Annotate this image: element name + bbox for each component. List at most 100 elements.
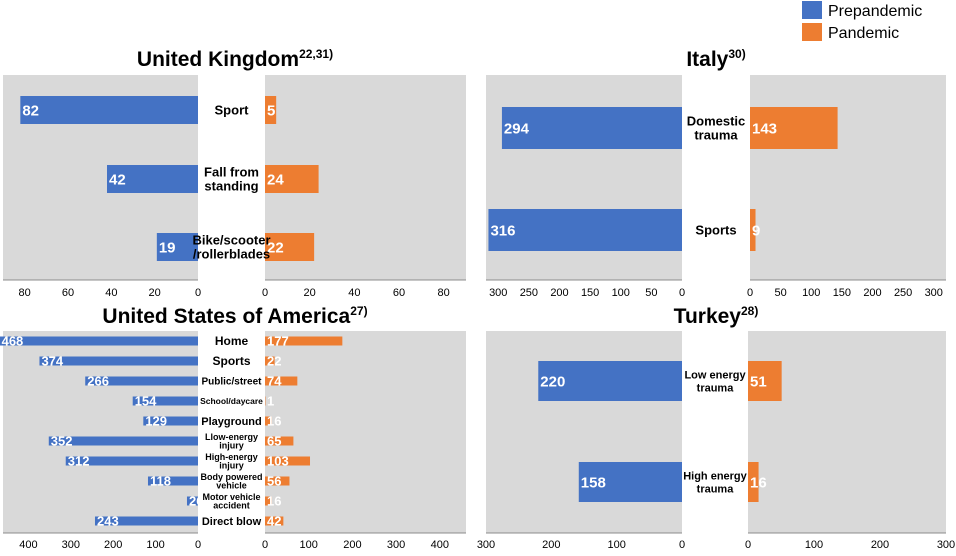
legend: Prepandemic Pandemic (802, 1, 922, 42)
bar-pandemic (265, 376, 298, 386)
data-label-pandemic: 143 (752, 120, 777, 137)
data-label-pandemic: 16 (267, 414, 281, 429)
legend-swatch-pandemic (802, 23, 822, 41)
x-tick-label-left: 0 (195, 287, 201, 299)
data-label-pandemic: 65 (267, 434, 281, 449)
data-label-prepandemic: 220 (540, 373, 565, 390)
x-tick-label-right: 200 (863, 287, 881, 299)
x-tick-label-right: 40 (348, 287, 360, 299)
chart-title: Turkey28) (674, 304, 759, 328)
chart-title: United Kingdom22,31) (137, 47, 333, 71)
data-label-pandemic: 5 (267, 102, 275, 119)
bar-pandemic (750, 209, 756, 251)
data-label-prepandemic: 19 (159, 239, 176, 256)
bar-pandemic (265, 456, 311, 466)
category-label: Public/street (201, 377, 262, 388)
data-label-pandemic: 1 (267, 394, 274, 409)
x-tick-label-right: 100 (802, 287, 820, 299)
category-label: Sports (212, 354, 250, 368)
x-tick-label-left: 200 (550, 287, 568, 299)
data-label-prepandemic: 352 (51, 434, 73, 449)
category-label: High-energy injury (205, 452, 258, 471)
x-tick-label-right: 200 (343, 539, 361, 551)
x-tick-label-right: 80 (438, 287, 450, 299)
category-label: Sports (695, 223, 736, 238)
x-tick-label-left: 20 (149, 287, 161, 299)
bar-pandemic (750, 107, 838, 149)
x-tick-label-left: 80 (19, 287, 31, 299)
bar-pandemic (265, 233, 315, 261)
x-tick-label-left: 400 (19, 539, 37, 551)
data-label-prepandemic: 294 (504, 120, 530, 137)
category-label: School/daycare (200, 396, 263, 406)
x-tick-label-right: 300 (387, 539, 405, 551)
bar-pandemic (748, 462, 759, 502)
x-tick-label-right: 200 (871, 539, 889, 551)
data-label-prepandemic: 129 (145, 414, 167, 429)
data-label-pandemic: 16 (750, 474, 767, 491)
x-tick-label-right: 250 (894, 287, 912, 299)
plot-area-right (750, 75, 946, 280)
x-tick-label-right: 60 (393, 287, 405, 299)
data-label-prepandemic: 266 (87, 374, 109, 389)
legend-label-prepandemic: Prepandemic (828, 3, 922, 20)
x-tick-label-right: 20 (304, 287, 316, 299)
x-tick-label-right: 100 (805, 539, 823, 551)
data-label-prepandemic: 118 (150, 474, 171, 489)
bar-prepandemic (186, 496, 198, 506)
x-tick-label-right: 0 (262, 287, 268, 299)
x-tick-label-left: 100 (146, 539, 164, 551)
bar-pandemic (265, 436, 294, 446)
x-tick-label-left: 300 (477, 539, 495, 551)
category-label: Playground (201, 416, 262, 428)
category-label: Bike/scooter/rollerblades (192, 233, 270, 262)
x-tick-label-right: 100 (300, 539, 318, 551)
bar-prepandemic (501, 107, 682, 149)
bar-pandemic (265, 96, 277, 124)
bar-prepandemic (156, 233, 198, 261)
bar-pandemic (265, 496, 272, 506)
x-tick-label-right: 300 (925, 287, 943, 299)
category-label: Home (215, 334, 249, 348)
bar-pandemic (748, 361, 782, 401)
data-label-prepandemic: 154 (135, 394, 157, 409)
bar-prepandemic (147, 476, 198, 486)
category-label: Sport (215, 103, 250, 118)
category-label: Body powered vehicle (200, 472, 262, 491)
legend-label-pandemic: Pandemic (828, 25, 899, 42)
data-label-prepandemic: 42 (109, 171, 126, 188)
x-tick-label-right: 0 (262, 539, 268, 551)
x-tick-label-right: 300 (937, 539, 955, 551)
x-tick-label-left: 250 (520, 287, 538, 299)
x-tick-label-left: 100 (607, 539, 625, 551)
bar-prepandemic (578, 462, 682, 502)
bar-prepandemic (488, 209, 682, 251)
x-tick-label-left: 0 (679, 539, 685, 551)
category-label: Llow-energy injury (205, 432, 258, 451)
x-tick-label-left: 100 (612, 287, 630, 299)
plot-area-right (265, 331, 466, 533)
data-label-pandemic: 74 (267, 374, 282, 389)
x-tick-label-left: 200 (542, 539, 560, 551)
data-label-prepandemic: 158 (581, 474, 606, 491)
panel-2: United States of America27) 400 300 200 100 0… (0, 304, 466, 551)
x-tick-label-left: 40 (105, 287, 117, 299)
chart-title: United States of America27) (102, 304, 367, 328)
bar-prepandemic (20, 96, 199, 124)
x-tick-label-right: 0 (747, 287, 753, 299)
bar-pandemic (265, 476, 290, 486)
x-tick-label-left: 300 (489, 287, 507, 299)
data-label-pandemic: 42 (267, 514, 281, 529)
category-label: Low energy trauma (684, 369, 746, 394)
data-label-prepandemic: 243 (97, 514, 119, 529)
category-label: Domestic trauma (687, 114, 746, 143)
chart-title: Italy30) (686, 47, 745, 71)
bar-prepandemic (48, 436, 198, 446)
x-tick-label-left: 0 (679, 287, 685, 299)
data-label-prepandemic: 26 (189, 494, 203, 509)
panel-1: Italy30) 300 250 200 150 100 50 0 0 50 100 150 200 25… (486, 47, 946, 299)
x-tick-label-left: 200 (104, 539, 122, 551)
bar-pandemic (265, 516, 284, 526)
